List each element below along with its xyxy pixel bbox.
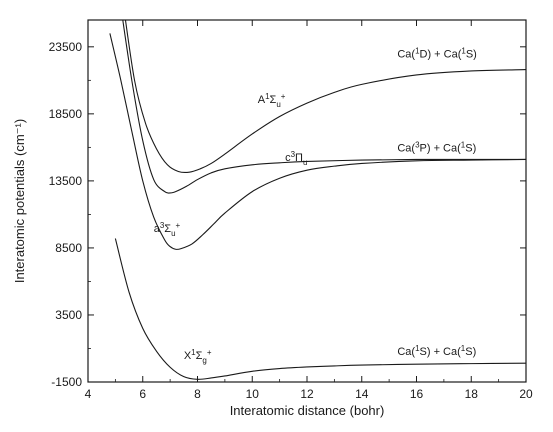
annotation-c: c3Πu <box>285 150 307 167</box>
annotation-asym_P: Ca(3P) + Ca(1S) <box>397 140 476 154</box>
y-tick-label-3: 13500 <box>49 174 83 188</box>
x-tick-label-4: 12 <box>300 387 314 401</box>
plot-frame <box>87 19 527 383</box>
annotation-a: a3Σu+ <box>154 221 181 238</box>
y-tick-label-2: 8500 <box>55 241 82 255</box>
curve-a <box>109 33 526 250</box>
curve-c <box>122 20 526 194</box>
x-tick-label-6: 16 <box>410 387 424 401</box>
x-axis-label: Interatomic distance (bohr) <box>230 403 385 418</box>
x-tick-label-0: 4 <box>85 387 92 401</box>
annotation-X: X1Σg+ <box>184 348 212 365</box>
x-tick-label-3: 10 <box>246 387 260 401</box>
curve-X <box>114 238 526 380</box>
annotation-asym_S: Ca(1S) + Ca(1S) <box>397 344 476 358</box>
y-tick-label-0: -1500 <box>51 375 82 389</box>
ticks-layer: 4 6 8 10 12 14 16 18 20 -1500 3500 8500 13500 18500 23… <box>49 20 533 401</box>
y-tick-label-4: 18500 <box>49 107 83 121</box>
annotations-layer: A1Σu+ c3Πu a3Σu+ X1Σg+ Ca(1D) + Ca(1S) Ca(3P)… <box>154 47 477 366</box>
curve-A <box>124 20 526 174</box>
x-tick-label-2: 8 <box>194 387 201 401</box>
x-tick-label-8: 20 <box>519 387 533 401</box>
x-tick-label-5: 14 <box>355 387 369 401</box>
x-tick-label-7: 18 <box>465 387 479 401</box>
y-tick-label-5: 23500 <box>49 40 83 54</box>
x-tick-label-1: 6 <box>139 387 146 401</box>
y-axis-label: Interatomic potentials (cm⁻¹) <box>12 119 27 283</box>
y-tick-label-1: 3500 <box>55 308 82 322</box>
annotation-A: A1Σu+ <box>258 92 286 109</box>
curves-layer <box>109 20 526 380</box>
annotation-asym_D: Ca(1D) + Ca(1S) <box>397 47 477 61</box>
